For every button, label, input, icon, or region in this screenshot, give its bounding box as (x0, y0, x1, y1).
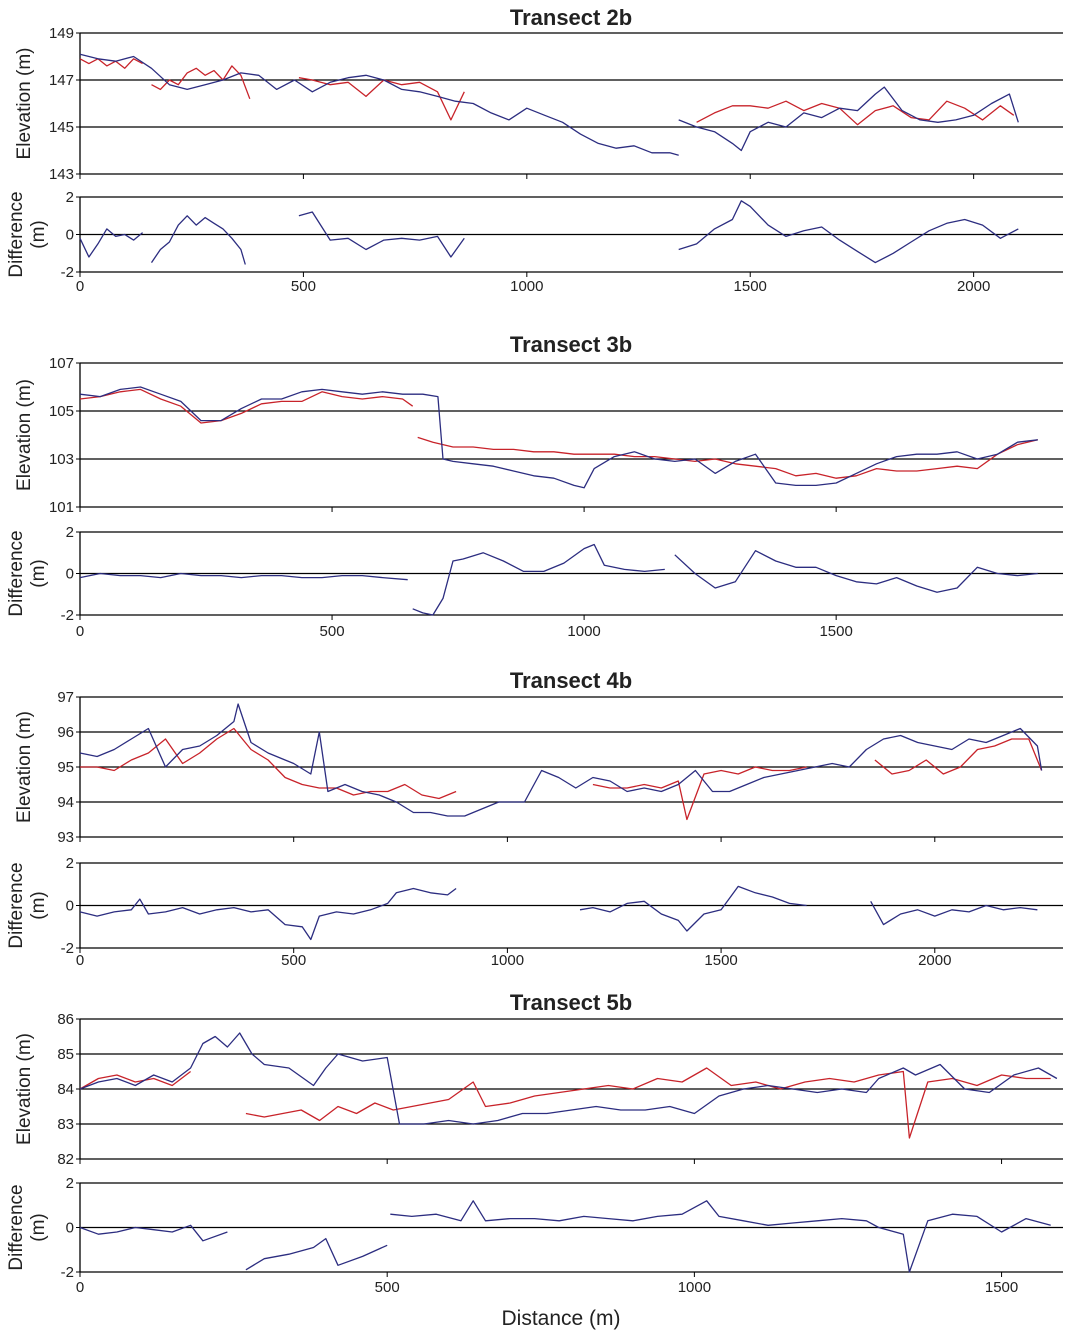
difference-axis-label-line2: (m) (28, 891, 49, 919)
y-tick-label: 0 (66, 566, 74, 583)
x-axis-title: Distance (m) (501, 1307, 620, 1330)
y-tick-label: 2 (66, 855, 74, 872)
series-line-red (79, 58, 143, 69)
y-tick-label: 149 (49, 25, 74, 42)
y-tick-label: -2 (61, 264, 74, 281)
x-tick-label: 2000 (957, 278, 990, 295)
series-line-blue (79, 53, 679, 156)
panel-title: Transect 4b (510, 668, 632, 693)
series-line-blue (678, 86, 1019, 152)
y-tick-label: 0 (66, 898, 74, 915)
x-tick-label: 0 (76, 952, 84, 969)
x-tick-label: 1000 (567, 623, 600, 640)
y-tick-label: 107 (49, 355, 74, 372)
series-line-blue (298, 211, 465, 258)
x-tick-label: 1500 (704, 952, 737, 969)
difference-axis-label-line1: Difference (6, 1184, 27, 1270)
elevation-axis-label: Elevation (m) (14, 379, 35, 491)
series-line-red (874, 738, 1043, 775)
y-tick-label: 94 (57, 794, 74, 811)
difference-axis-label-line2: (m) (28, 220, 49, 248)
panel-title: Transect 3b (510, 332, 632, 357)
y-tick-label: 83 (57, 1116, 74, 1133)
x-tick-label: 2000 (918, 952, 951, 969)
x-tick-label: 500 (320, 623, 345, 640)
x-tick-label: 500 (281, 952, 306, 969)
series-line-blue (79, 228, 144, 258)
y-tick-label: 143 (49, 166, 74, 183)
series-line-blue (390, 1200, 1051, 1273)
y-tick-label: 84 (57, 1081, 74, 1098)
series-line-red (298, 77, 465, 121)
x-tick-label: 0 (76, 623, 84, 640)
y-tick-label: 2 (66, 189, 74, 206)
series-line-blue (79, 703, 1043, 817)
x-tick-label: 0 (76, 1279, 84, 1296)
difference-axis-label-line1: Difference (6, 191, 27, 277)
y-tick-label: 2 (66, 1175, 74, 1192)
series-line-red (696, 100, 1015, 126)
y-tick-label: 101 (49, 499, 74, 516)
difference-axis-label-line2: (m) (28, 1213, 49, 1241)
series-line-red (417, 436, 1038, 479)
difference-axis-label-line2: (m) (28, 559, 49, 587)
series-line-blue (245, 1237, 388, 1271)
y-tick-label: 95 (57, 759, 74, 776)
y-tick-label: 147 (49, 72, 74, 89)
y-tick-label: 2 (66, 524, 74, 541)
x-tick-label: 1000 (510, 278, 543, 295)
y-tick-label: -2 (61, 940, 74, 957)
y-tick-label: 0 (66, 227, 74, 244)
series-line-blue (412, 543, 665, 616)
series-line-blue (79, 1032, 1058, 1125)
series-line-red (592, 766, 807, 821)
x-tick-label: 1000 (491, 952, 524, 969)
y-tick-label: 93 (57, 829, 74, 846)
series-line-blue (870, 900, 1038, 926)
y-tick-label: 103 (49, 451, 74, 468)
elevation-axis-label: Elevation (m) (14, 711, 35, 823)
y-tick-label: 85 (57, 1046, 74, 1063)
elevation-axis-label: Elevation (m) (14, 1033, 35, 1145)
series-line-blue (79, 887, 457, 941)
y-tick-label: 145 (49, 119, 74, 136)
y-tick-label: -2 (61, 607, 74, 624)
elevation-axis-label: Elevation (m) (14, 48, 35, 160)
y-tick-label: 0 (66, 1220, 74, 1237)
series-line-blue (79, 1224, 228, 1242)
x-tick-label: 1500 (819, 623, 852, 640)
series-line-red (80, 727, 457, 800)
series-line-red (151, 65, 251, 100)
x-tick-label: 1000 (678, 1279, 711, 1296)
y-tick-label: 82 (57, 1151, 74, 1168)
y-tick-label: 97 (57, 689, 74, 706)
x-tick-label: 500 (291, 278, 316, 295)
series-line-blue (79, 386, 1038, 489)
difference-axis-label-line1: Difference (6, 530, 27, 616)
x-tick-label: 1500 (985, 1279, 1018, 1296)
y-tick-label: 105 (49, 403, 74, 420)
series-line-blue (678, 200, 1019, 264)
x-tick-label: 500 (375, 1279, 400, 1296)
y-tick-label: -2 (61, 1264, 74, 1281)
y-tick-label: 86 (57, 1011, 74, 1028)
series-line-blue (674, 550, 1038, 593)
series-line-red (79, 388, 414, 424)
series-line-blue (579, 885, 807, 932)
y-tick-label: 96 (57, 724, 74, 741)
series-line-blue (79, 572, 408, 581)
panel-title: Transect 5b (510, 990, 632, 1015)
difference-axis-label-line1: Difference (6, 862, 27, 948)
x-tick-label: 0 (76, 278, 84, 295)
series-line-red (79, 1070, 191, 1090)
series-line-red (245, 1067, 1051, 1139)
series-line-blue (150, 215, 246, 265)
panel-title: Transect 2b (510, 5, 632, 30)
x-tick-label: 1500 (734, 278, 767, 295)
